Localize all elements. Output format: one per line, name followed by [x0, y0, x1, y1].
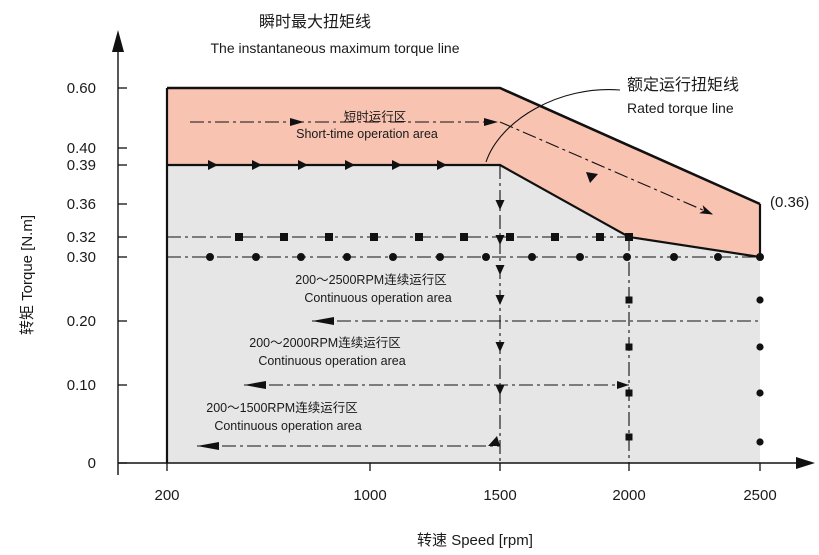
square-marker	[325, 233, 333, 241]
circle-marker	[206, 253, 214, 261]
continuous-range-arrowhead	[197, 442, 219, 450]
continuous-range-arrowhead	[312, 317, 334, 325]
y-tick-label: 0.36	[67, 196, 96, 213]
short-time-cn-label: 短时运行区	[344, 110, 407, 124]
triangle-marker	[392, 160, 402, 170]
y-tick-label: 0.30	[67, 249, 96, 266]
y-tick-label: 0.60	[67, 80, 96, 97]
circle-marker	[756, 253, 764, 261]
circle-marker	[756, 343, 764, 351]
circle-marker	[623, 253, 631, 261]
short-time-arrowhead	[586, 172, 598, 183]
cont-2000-en-label: Continuous operation area	[258, 354, 405, 368]
rated-line-en-label: Rated torque line	[627, 100, 734, 116]
circle-marker	[576, 253, 584, 261]
triangle-marker	[495, 295, 505, 305]
y-axis-ticks: 0 0.10 0.20 0.30 0.32 0.36 0.390.40 0.60	[67, 80, 127, 472]
triangle-marker	[298, 160, 308, 170]
x-tick-label: 1500	[483, 487, 516, 504]
short-time-arrowhead	[484, 118, 498, 126]
y-axis-arrowhead	[112, 30, 124, 52]
continuous-range-arrowhead	[488, 436, 500, 446]
triangle-marker	[495, 342, 505, 352]
circle-marker	[714, 253, 722, 261]
circle-marker	[528, 253, 536, 261]
continuous-operation-area	[167, 165, 760, 463]
square-marker	[370, 233, 378, 241]
x-tick-label: 2500	[743, 487, 776, 504]
circle-marker	[389, 253, 397, 261]
triangle-marker	[437, 160, 447, 170]
cont-1500-en-label: Continuous operation area	[214, 419, 361, 433]
x-axis-title: 转速 Speed [rpm]	[417, 532, 533, 549]
short-time-en-label: Short-time operation area	[296, 127, 438, 141]
circle-marker	[670, 253, 678, 261]
y-tick-label: 0.39	[67, 157, 96, 174]
end-value-label: (0.36)	[770, 194, 809, 211]
y-tick-label: 0.40	[67, 140, 96, 157]
continuous-range-arrowhead	[244, 381, 266, 389]
rated-line-cn-label: 额定运行扭矩线	[627, 76, 739, 94]
cont-2000-cn-label: 200～2000RPM连续运行区	[249, 335, 400, 350]
square-marker	[625, 389, 633, 397]
circle-marker	[252, 253, 260, 261]
cont-2500-en-label: Continuous operation area	[304, 291, 451, 305]
continuous-range-arrowhead	[617, 381, 629, 389]
triangle-marker	[252, 160, 262, 170]
circle-marker	[756, 438, 764, 446]
circle-marker	[756, 296, 764, 304]
cont-2500-cn-label: 200～2500RPM连续运行区	[295, 272, 446, 287]
circle-marker	[756, 389, 764, 397]
x-axis-arrowhead	[796, 457, 815, 469]
y-tick-label: 0.20	[67, 313, 96, 330]
triangle-marker	[208, 160, 218, 170]
triangle-marker	[495, 235, 505, 245]
triangle-marker	[495, 385, 505, 395]
y-tick-label: 0	[88, 455, 96, 472]
short-time-operation-area	[167, 88, 760, 257]
triangle-marker	[345, 160, 355, 170]
square-marker	[625, 233, 633, 241]
x-tick-label: 2000	[612, 487, 645, 504]
square-marker	[596, 233, 604, 241]
chart-decorations	[167, 88, 764, 463]
y-axis-title: 转矩 Torque [N.m]	[19, 215, 36, 335]
square-marker	[551, 233, 559, 241]
rated-line-leader	[485, 88, 621, 163]
circle-marker	[482, 253, 490, 261]
x-axis-ticks: 200 1000 1500 2000 2500	[154, 463, 777, 504]
instantaneous-line-en-label: The instantaneous maximum torque line	[210, 40, 459, 56]
square-marker	[235, 233, 243, 241]
rated-torque-line	[167, 163, 761, 259]
y-tick-label: 0.10	[67, 377, 96, 394]
x-tick-label: 200	[154, 487, 179, 504]
square-marker	[415, 233, 423, 241]
circle-marker	[436, 253, 444, 261]
y-tick-label: 0.32	[67, 229, 96, 246]
circle-marker	[297, 253, 305, 261]
instantaneous-line-cn-label: 瞬时最大扭矩线	[259, 13, 371, 31]
x-tick-label: 1000	[353, 487, 386, 504]
square-marker	[625, 433, 633, 441]
square-marker	[506, 233, 514, 241]
cont-1500-cn-label: 200～1500RPM连续运行区	[206, 400, 357, 415]
circle-marker	[343, 253, 351, 261]
instantaneous-max-torque-line	[167, 86, 761, 206]
square-marker	[625, 343, 633, 351]
short-time-arrowhead	[290, 118, 304, 126]
triangle-marker	[495, 200, 505, 210]
short-time-diagonal-arrow	[499, 121, 714, 215]
square-marker	[280, 233, 288, 241]
square-marker	[460, 233, 468, 241]
triangle-marker	[495, 265, 505, 275]
square-marker	[625, 296, 633, 304]
